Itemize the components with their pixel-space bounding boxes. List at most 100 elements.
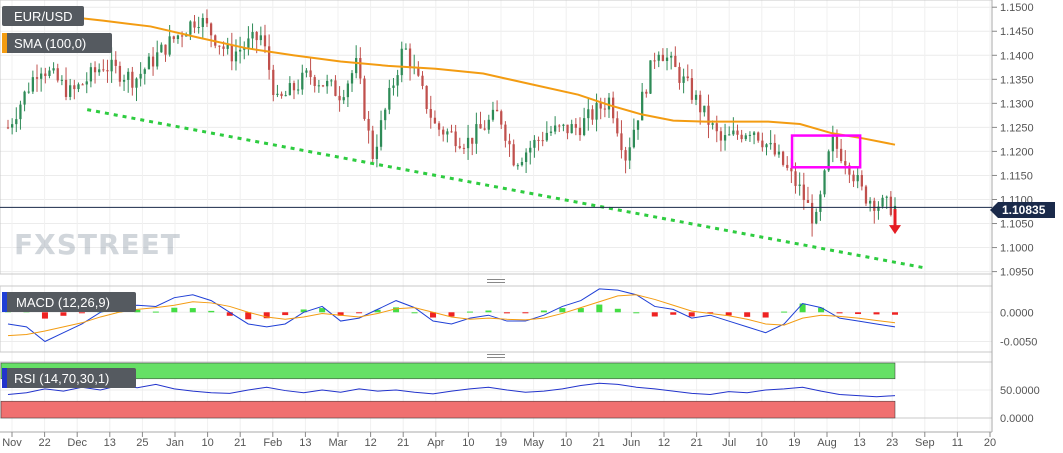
candle-bear [429,109,432,118]
candle-bull [732,130,735,135]
macd-histogram-bar [522,312,529,314]
candle-bull [31,77,35,92]
candle-bear [371,130,374,159]
candle-bear [715,123,718,132]
candle-bull [301,72,304,90]
panel-splitter-1[interactable] [485,278,507,284]
candle-bull [388,87,391,110]
candle-bear [757,132,760,141]
macd-histogram-bar [374,309,381,313]
candle-bear [736,130,739,135]
candle-bull [98,69,101,73]
xtick-label: Jan [166,437,184,449]
macd-histogram-bar [818,307,825,313]
candle-bull [641,91,644,121]
candle-bull [529,147,532,153]
candle-bull [694,94,698,100]
candle-bull [562,124,565,126]
candle-bull [728,134,731,136]
candle-bull [670,55,673,58]
candle-bull [27,91,30,93]
candle-bull [60,79,64,81]
candle-bull [201,17,204,27]
candle-bear [500,111,503,125]
candle-bear [151,56,155,67]
candle-bear [810,202,814,224]
candle-bear [686,76,689,79]
candle-bear [794,171,797,186]
ytick-label-main: 1.1450 [1000,26,1034,38]
candle-bear [209,23,213,36]
candle-bear [222,46,225,49]
current-price-tag: 1.10835 [990,202,1055,218]
macd-histogram-bar [466,311,473,313]
ytick-label-macd: 0.0000 [1000,307,1034,319]
candle-bear [678,66,681,83]
candle-bull [881,197,884,207]
candle-bull [533,139,536,148]
candle-bull [545,132,548,141]
candle-bear [541,140,544,142]
ytick-label-main: 1.1350 [1000,74,1034,86]
candle-bull [384,109,387,121]
candle-bull [765,144,768,148]
candle-bull [40,73,43,79]
rsi-label[interactable]: RSI (14,70,30,1) [2,368,136,388]
macd-histogram-bar [762,312,769,318]
xtick-label: 19 [495,437,507,449]
xtick-label: 10 [560,437,572,449]
macd-histogram-bar [208,310,215,313]
candle-bull [305,70,308,73]
watermark-fx: FX [14,228,57,261]
candle-bear [653,60,656,62]
candle-bear [864,186,868,204]
candle-bull [520,162,524,166]
symbol-text: EUR/USD [14,9,73,24]
candle-bear [218,45,221,47]
xtick-label: Nov [2,437,22,449]
macd-text: MACD (12,26,9) [16,295,110,310]
macd-label[interactable]: MACD (12,26,9) [2,292,136,312]
fxstreet-watermark: FXSTREET [14,228,181,261]
candle-bear [462,147,466,149]
candle-bull [856,175,859,182]
macd-histogram-bar [319,308,326,313]
candle-bull [777,151,781,155]
candle-bull [243,48,246,50]
candle-bull [379,120,383,147]
candle-bull [251,32,254,39]
macd-histogram-bar [744,312,751,317]
xtick-label: 21 [690,437,702,449]
candle-bull [77,84,80,90]
candle-bear [479,124,482,129]
candle-bear [848,165,851,175]
svg-text:FXSTREET: FXSTREET [14,228,181,261]
candle-bear [131,71,134,88]
candle-bull [748,134,752,136]
rsi-overbought-zone [0,362,896,380]
xtick-label: Mar [329,437,348,449]
macd-histogram-bar [781,311,788,313]
candle-bear [578,127,582,136]
panel-splitter-2[interactable] [485,353,507,359]
candle-bull [400,48,403,76]
candle-bear [786,164,789,168]
candle-bull [276,93,279,95]
xtick-label: 10 [462,437,474,449]
candle-bear [44,73,47,76]
candle-bull [703,105,706,113]
candle-bull [885,196,888,198]
candle-bull [665,57,669,61]
candle-bear [699,94,702,113]
candle-bull [330,80,333,82]
symbol-label[interactable]: EUR/USD [2,6,84,26]
candle-bull [238,49,242,52]
candle-bull [259,35,262,41]
signal-line [7,294,896,337]
ytick-label-main: 1.1250 [1000,122,1034,134]
sma-label[interactable]: SMA (100,0) [2,33,112,53]
candle-bear [267,46,271,70]
candle-bull [19,104,22,120]
macd-histogram-bar [836,312,843,314]
candle-bull [375,146,379,159]
